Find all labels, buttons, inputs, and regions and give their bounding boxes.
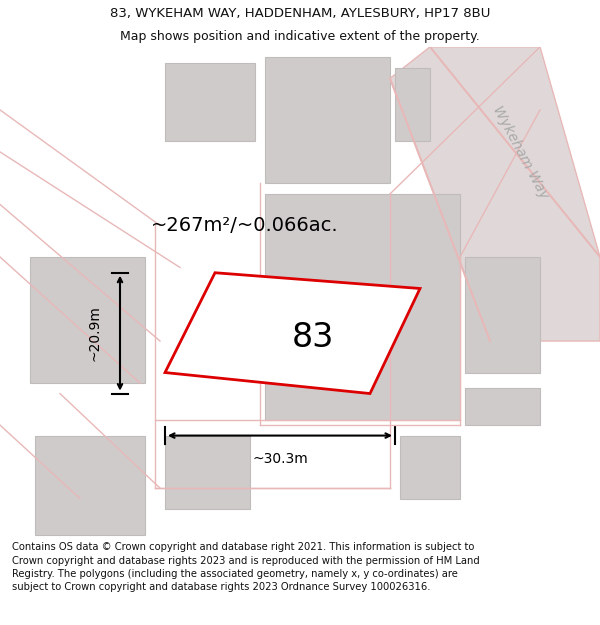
- Polygon shape: [165, 436, 250, 509]
- Polygon shape: [165, 62, 255, 141]
- Polygon shape: [390, 47, 600, 341]
- Text: Contains OS data © Crown copyright and database right 2021. This information is : Contains OS data © Crown copyright and d…: [12, 542, 480, 592]
- Text: Map shows position and indicative extent of the property.: Map shows position and indicative extent…: [120, 30, 480, 43]
- Polygon shape: [265, 58, 390, 184]
- Polygon shape: [265, 194, 460, 420]
- Text: 83: 83: [292, 321, 334, 354]
- Polygon shape: [465, 388, 540, 425]
- Polygon shape: [395, 68, 430, 141]
- Polygon shape: [400, 436, 460, 499]
- Text: ~267m²/~0.066ac.: ~267m²/~0.066ac.: [151, 216, 339, 235]
- Polygon shape: [165, 272, 420, 394]
- Polygon shape: [35, 436, 145, 536]
- Text: ~30.3m: ~30.3m: [252, 452, 308, 466]
- Text: Wykeham Way: Wykeham Way: [490, 103, 550, 201]
- Polygon shape: [30, 257, 145, 383]
- Polygon shape: [465, 257, 540, 372]
- Text: ~20.9m: ~20.9m: [88, 305, 102, 361]
- Text: 83, WYKEHAM WAY, HADDENHAM, AYLESBURY, HP17 8BU: 83, WYKEHAM WAY, HADDENHAM, AYLESBURY, H…: [110, 7, 490, 19]
